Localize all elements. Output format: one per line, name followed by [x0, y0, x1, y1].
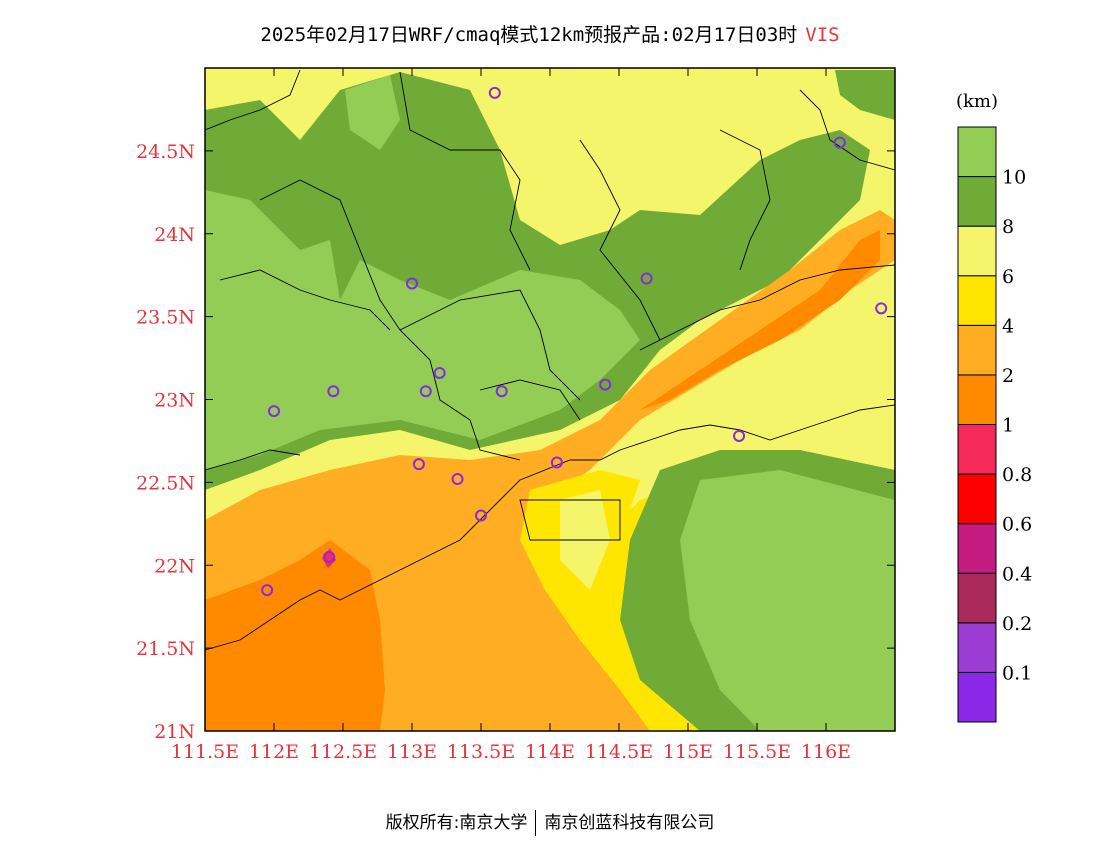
footer-separator: [535, 810, 537, 836]
legend-label: 1: [1002, 415, 1014, 437]
x-tick-label: 113.5E: [447, 741, 515, 763]
vis-zone-1-2-coast: [640, 230, 880, 410]
legend-label: 0.1: [1002, 662, 1032, 684]
boundary-south-central: [429, 359, 521, 461]
legend-swatch: [957, 225, 997, 277]
legend-swatch: [957, 324, 997, 376]
station-marker: [327, 385, 340, 398]
y-tick-label: 21.5N: [136, 638, 195, 660]
station-marker: [412, 458, 425, 471]
legend-label: 0.8: [1002, 464, 1032, 486]
station-marker: [475, 509, 487, 522]
station-marker: [323, 550, 336, 563]
map-title: 2025年02月17日WRF/cmaq模式12km预报产品:02月17日03时 V…: [0, 20, 1100, 47]
legend-label: 10: [1002, 167, 1026, 189]
x-tick-label: 112.5E: [309, 741, 377, 763]
y-tick-label: 23N: [154, 390, 195, 412]
vis-zone-10-inland: [205, 190, 640, 470]
colorbar-legend: 0.1 0.2 0.4 0.6 0.8 1 2 4 6 8 10 (km): [956, 91, 1032, 723]
station-marker: [419, 385, 432, 398]
station-marker: [495, 385, 508, 398]
station-marker: [406, 277, 418, 290]
legend-swatch: [957, 473, 997, 525]
legend-label: 0.6: [1002, 514, 1032, 536]
boundary-north-central: [399, 71, 531, 271]
vis-zone-2-4-coast: [205, 210, 895, 731]
x-tick-label: 112E: [249, 741, 299, 763]
legend-swatch: [957, 275, 997, 326]
station-marker: [268, 405, 280, 418]
y-tick-label: 21N: [154, 721, 195, 743]
legend-label: 0.4: [1002, 563, 1032, 585]
visibility-field: [205, 68, 895, 731]
y-tick-label: 23.5N: [136, 307, 195, 329]
x-tick-label: 113E: [387, 741, 437, 763]
station-marker: [733, 429, 746, 442]
x-tick-label: 115E: [663, 741, 713, 763]
vis-zone-10-north: [345, 75, 400, 150]
boundary-north: [205, 69, 301, 131]
title-main: 2025年02月17日WRF/cmaq模式12km预报产品:02月17日03时: [260, 24, 798, 46]
station-marker: [599, 378, 612, 391]
copyright-footer: 版权所有:南京大学 南京创蓝科技有限公司: [0, 808, 1100, 836]
legend-swatch: [957, 622, 997, 673]
legend-label: 6: [1002, 266, 1014, 288]
boundary-coastal-east: [639, 264, 895, 351]
footer-right: 南京创蓝科技有限公司: [544, 813, 715, 833]
x-tick-label: 114.5E: [585, 741, 653, 763]
legend-swatch: [957, 126, 997, 178]
x-tick-label: 114E: [525, 741, 575, 763]
y-tick-label: 24.5N: [136, 141, 195, 163]
footer-left: 版权所有:南京大学: [385, 813, 528, 833]
boundary-lines: [205, 69, 895, 651]
x-tick-label: 115.5E: [723, 741, 791, 763]
legend-swatch: [957, 671, 997, 723]
boundary-central: [399, 289, 581, 401]
legend-label: 8: [1002, 216, 1014, 238]
boundary-east: [719, 129, 771, 271]
station-marker: [550, 456, 563, 469]
station-markers: [261, 86, 888, 597]
x-tick-label: 116E: [801, 741, 851, 763]
legend-label: 0.2: [1002, 613, 1032, 635]
legend-label: 4: [1002, 315, 1014, 337]
station-marker: [875, 302, 888, 315]
boundary-southwest: [205, 449, 301, 471]
x-tick-label: 111.5E: [171, 741, 239, 763]
station-marker: [261, 584, 274, 597]
vis-zone-1-2-sw: [205, 540, 385, 731]
legend-swatch: [957, 374, 997, 425]
station-marker: [433, 366, 446, 379]
legend-swatch: [957, 572, 997, 624]
vis-zone-10-sea: [680, 470, 895, 731]
coastline: [205, 404, 895, 651]
vis-zone-10-ne: [835, 70, 895, 120]
legend-swatch: [957, 523, 997, 574]
boundary-northeast: [579, 139, 661, 341]
boundary-west-b: [219, 269, 391, 331]
title-variable: VIS: [805, 24, 840, 46]
boundary-northeast-top: [799, 89, 895, 171]
y-tick-label: 24N: [154, 224, 195, 246]
legend-label: 2: [1002, 365, 1014, 387]
y-axis: 21N 21.5N 22N 22.5N 23N 23.5N 24N 24.5N: [136, 141, 895, 743]
y-tick-label: 22N: [154, 555, 195, 577]
station-marker: [488, 86, 501, 99]
x-axis: 111.5E 112E 112.5E 113E 113.5E 114E 114.5E 115E…: [171, 68, 851, 763]
boundary-rect: [519, 499, 621, 541]
station-marker: [640, 272, 653, 285]
legend-swatch: [957, 176, 997, 227]
y-tick-label: 22.5N: [136, 472, 195, 494]
boundary-pearl-delta: [479, 379, 581, 421]
station-marker: [451, 473, 464, 486]
station-marker: [833, 136, 846, 149]
legend-swatch: [957, 424, 997, 475]
legend-unit: (km): [956, 91, 998, 112]
